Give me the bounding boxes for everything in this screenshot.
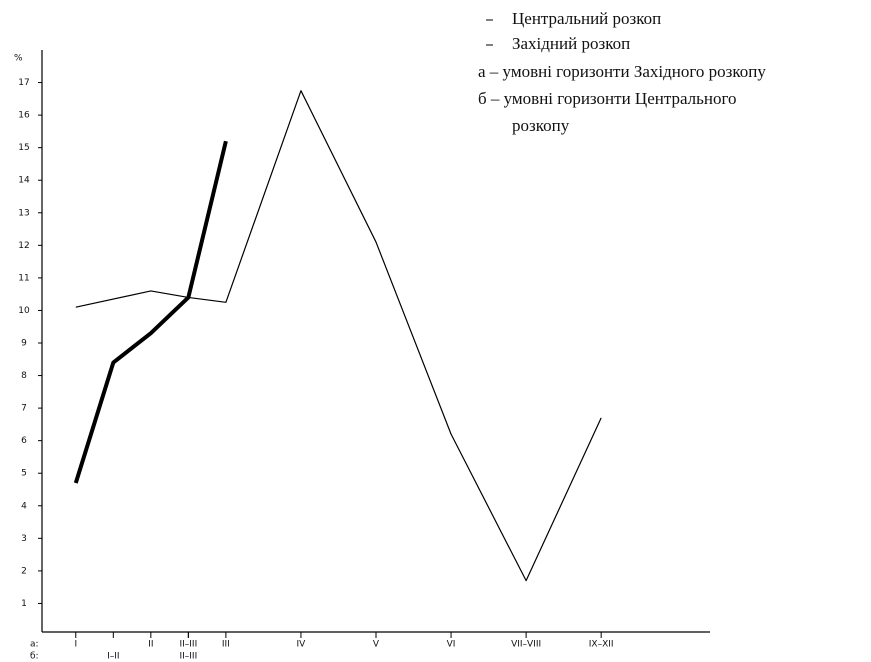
y-tick-label: 6 bbox=[21, 436, 27, 446]
y-tick-label: 14 bbox=[18, 176, 30, 186]
note: а – умовні горизонти Західного розкопу bbox=[478, 62, 766, 81]
x-row-label: а: bbox=[30, 640, 39, 650]
x-tick-label: I bbox=[74, 640, 77, 650]
x-tick-label: IX–XII bbox=[589, 640, 614, 650]
x-tick-label: III bbox=[222, 640, 230, 650]
x-tick-label: VII–VIII bbox=[511, 640, 541, 650]
x-tick-label: IV bbox=[297, 640, 307, 650]
line bbox=[75, 90, 602, 582]
y-tick-label: 17 bbox=[18, 78, 29, 88]
x-tick-label: II–III bbox=[179, 640, 197, 650]
y-tick-label: 12 bbox=[18, 241, 29, 251]
y-tick-label: 2 bbox=[21, 566, 27, 576]
note: б – умовні горизонти Центрального bbox=[478, 89, 737, 108]
y-tick-label: 11 bbox=[18, 273, 29, 283]
y-tick-label: 3 bbox=[21, 534, 27, 544]
y-tick-label: 9 bbox=[21, 339, 27, 349]
line bbox=[73, 140, 228, 484]
x-tick-label: I–II bbox=[107, 652, 119, 662]
y-tick-label: 10 bbox=[18, 306, 30, 316]
x-tick-label: VI bbox=[447, 640, 456, 650]
x-row-label: б: bbox=[30, 652, 39, 662]
y-tick-label: 16 bbox=[18, 111, 30, 121]
y-tick-label: 7 bbox=[21, 404, 27, 414]
legend-label: Центральний розкоп bbox=[512, 9, 661, 28]
y-unit-label: % bbox=[14, 54, 23, 64]
x-tick-label: II–III bbox=[179, 652, 197, 662]
y-tick-label: 4 bbox=[21, 501, 27, 511]
x-tick-label: II bbox=[148, 640, 153, 650]
legend-label: Західний розкоп bbox=[512, 34, 630, 53]
y-tick-label: 13 bbox=[18, 208, 29, 218]
note: розкопу bbox=[512, 116, 570, 135]
y-tick-label: 1 bbox=[21, 599, 27, 609]
y-tick-label: 15 bbox=[18, 143, 29, 153]
y-tick-label: 5 bbox=[21, 469, 27, 479]
x-tick-label: V bbox=[373, 640, 380, 650]
y-tick-label: 8 bbox=[21, 371, 27, 381]
